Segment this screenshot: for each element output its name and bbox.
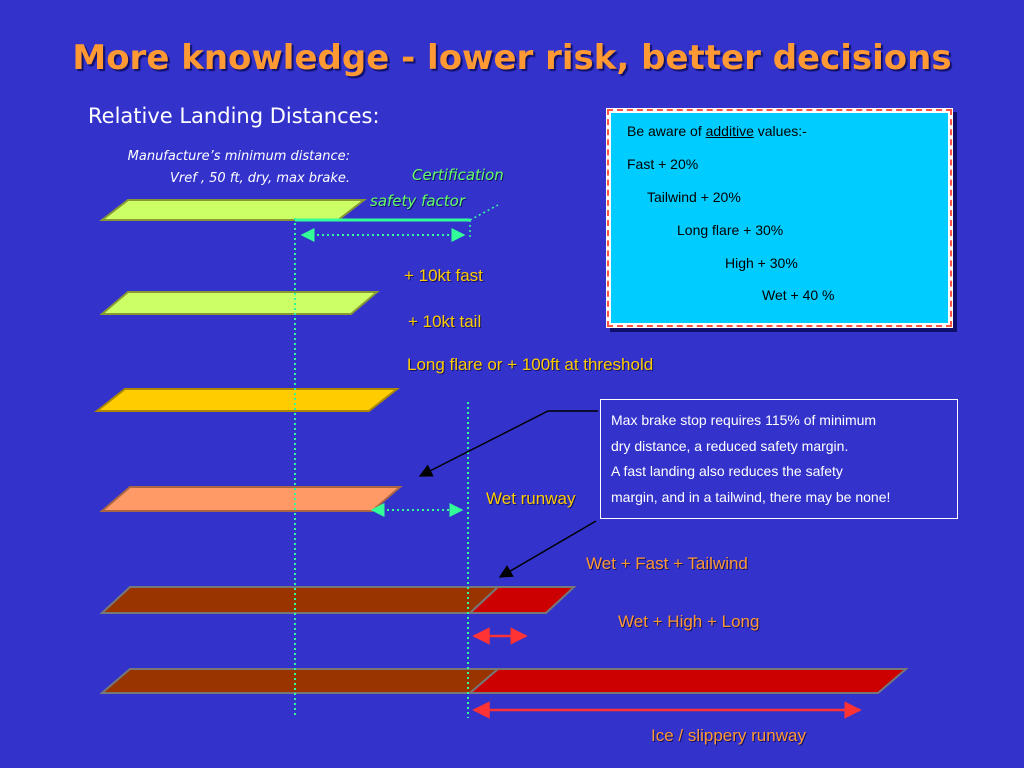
- runway-ice: [99, 668, 501, 694]
- label-long-flare: Long flare or + 100ft at threshold: [407, 355, 654, 374]
- additive-item-tailwind: Tailwind + 20%: [647, 189, 741, 205]
- runway-10kt: [99, 291, 380, 315]
- label-wet-fast-tailwind: Wet + Fast + Tailwind: [586, 554, 748, 573]
- certification-label: Certification: [412, 166, 504, 184]
- max-brake-note-line: dry distance, a reduced safety margin.: [611, 437, 849, 454]
- additive-item-high: High + 30%: [725, 255, 798, 271]
- max-brake-note-line: Max brake stop requires 115% of minimum: [611, 412, 877, 428]
- runway-wet-fast-tailwind: [99, 586, 501, 614]
- label-ice-slippery: Ice / slippery runway: [651, 726, 806, 745]
- additive-heading: Be aware of additive values:-: [627, 123, 807, 139]
- label-wet-runway: Wet runway: [486, 489, 576, 508]
- max-brake-note-box: Max brake stop requires 115% of minimum …: [600, 399, 958, 519]
- label-10kt-fast: + 10kt fast: [404, 266, 483, 285]
- manufacturer-note-line1: Manufacture’s minimum distance:: [127, 149, 350, 164]
- max-brake-note-line: margin, and in a tailwind, there may be …: [611, 488, 891, 505]
- additive-heading-suffix: values:-: [753, 123, 807, 139]
- safety-factor-label: safety factor: [370, 192, 465, 210]
- additive-values-box: Be aware of additive values:- Fast + 20%…: [606, 108, 953, 328]
- additive-heading-prefix: Be aware of: [627, 123, 706, 139]
- additive-heading-underlined: additive: [705, 123, 754, 139]
- additive-item-fast: Fast + 20%: [627, 156, 699, 172]
- callout-arrow-wet-fast: [498, 520, 597, 578]
- runway-wet: [99, 486, 403, 512]
- manufacturer-note-line2: Vref , 50 ft, dry, max brake.: [169, 171, 350, 186]
- additive-item-long-flare: Long flare + 30%: [677, 222, 784, 238]
- runway-ice-excess: [467, 668, 909, 694]
- page-title: More knowledge - lower risk, better deci…: [72, 38, 952, 78]
- subtitle: Relative Landing Distances:: [88, 104, 380, 128]
- label-wet-high-long: Wet + High + Long: [618, 612, 760, 631]
- runway-dry-minimum: [99, 199, 367, 221]
- max-brake-note-line: A fast landing also reduces the safety: [611, 463, 843, 479]
- label-10kt-tail: + 10kt tail: [408, 312, 482, 331]
- runway-long-flare: [94, 388, 400, 412]
- runway-wet-fast-tailwind-excess: [467, 586, 577, 614]
- safety-factor-leader: [469, 204, 499, 221]
- additive-item-wet: Wet + 40 %: [762, 287, 835, 303]
- callout-arrow-wet: [418, 410, 598, 477]
